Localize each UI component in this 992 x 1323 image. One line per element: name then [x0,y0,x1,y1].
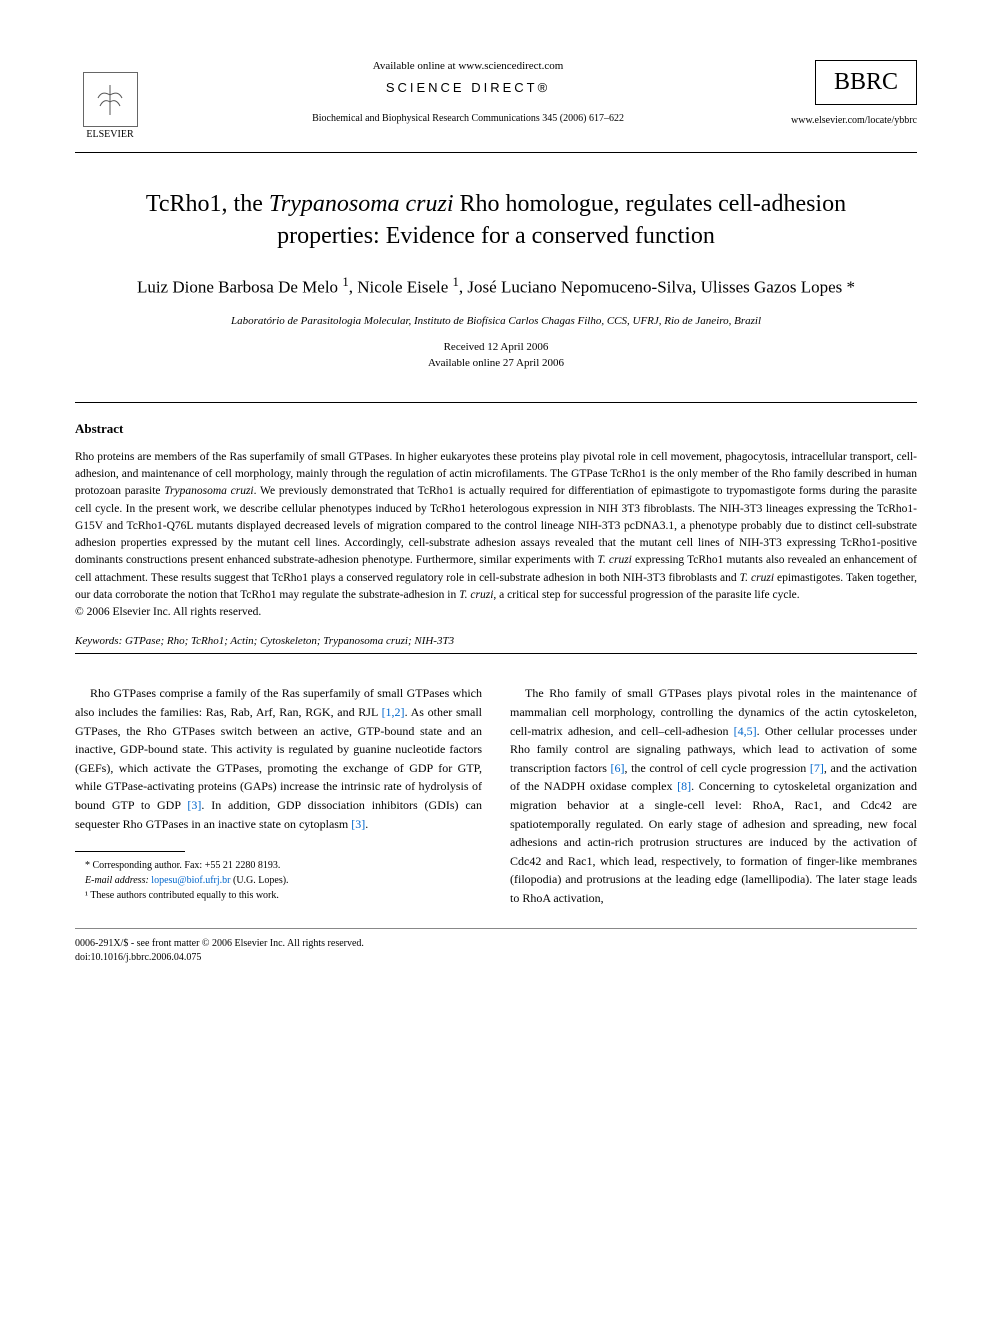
abstract-divider-top [75,402,917,403]
body-column-left: Rho GTPases comprise a family of the Ras… [75,684,482,907]
article-title: TcRho1, the Trypanosoma cruzi Rho homolo… [75,188,917,253]
journal-brand-box: BBRC www.elsevier.com/locate/ybbrc [791,60,917,126]
footnote-email: E-mail address: lopesu@biof.ufrj.br (U.G… [75,873,482,888]
keywords-values: GTPase; Rho; TcRho1; Actin; Cytoskeleton… [125,635,454,647]
abstract-copyright: © 2006 Elsevier Inc. All rights reserved… [75,606,261,618]
footnote-contribution: ¹ These authors contributed equally to t… [75,888,482,903]
elsevier-label: ELSEVIER [86,129,133,140]
page-header: ELSEVIER Available online at www.science… [75,60,917,140]
footnotes: * Corresponding author. Fax: +55 21 2280… [75,858,482,903]
footer-divider [75,928,917,929]
article-dates: Received 12 April 2006 Available online … [75,339,917,372]
email-label: E-mail address: [85,875,149,886]
body-column-right: The Rho family of small GTPases plays pi… [510,684,917,907]
affiliation: Laboratório de Parasitologia Molecular, … [75,315,917,327]
email-suffix: (U.G. Lopes). [233,875,289,886]
abstract-text: Rho proteins are members of the Ras supe… [75,449,917,622]
elsevier-tree-icon [83,72,138,127]
body-columns: Rho GTPases comprise a family of the Ras… [75,684,917,907]
footer-line-2: doi:10.1016/j.bbrc.2006.04.075 [75,951,917,965]
footer-line-1: 0006-291X/$ - see front matter © 2006 El… [75,937,917,951]
email-link[interactable]: lopesu@biof.ufrj.br [151,875,230,886]
keywords-label: Keywords: [75,635,122,647]
footnote-corresponding: * Corresponding author. Fax: +55 21 2280… [75,858,482,873]
footer-text: 0006-291X/$ - see front matter © 2006 El… [75,937,917,965]
bbrc-logo: BBRC [815,60,917,105]
abstract-divider-bottom [75,653,917,654]
center-header: Available online at www.sciencedirect.co… [145,60,791,124]
footnote-divider [75,851,185,852]
header-divider [75,152,917,153]
keywords-line: Keywords: GTPase; Rho; TcRho1; Actin; Cy… [75,635,917,647]
body-paragraph-2: The Rho family of small GTPases plays pi… [510,684,917,907]
journal-citation: Biochemical and Biophysical Research Com… [165,113,771,124]
abstract-heading: Abstract [75,421,917,437]
science-direct-logo: SCIENCE DIRECT® [165,80,771,95]
received-date: Received 12 April 2006 [75,339,917,356]
authors-list: Luiz Dione Barbosa De Melo 1, Nicole Eis… [75,273,917,300]
available-date: Available online 27 April 2006 [75,355,917,372]
journal-url[interactable]: www.elsevier.com/locate/ybbrc [791,115,917,126]
elsevier-logo: ELSEVIER [75,60,145,140]
available-online-text: Available online at www.sciencedirect.co… [165,60,771,72]
body-paragraph-1: Rho GTPases comprise a family of the Ras… [75,684,482,833]
abstract-body: Rho proteins are members of the Ras supe… [75,451,917,601]
